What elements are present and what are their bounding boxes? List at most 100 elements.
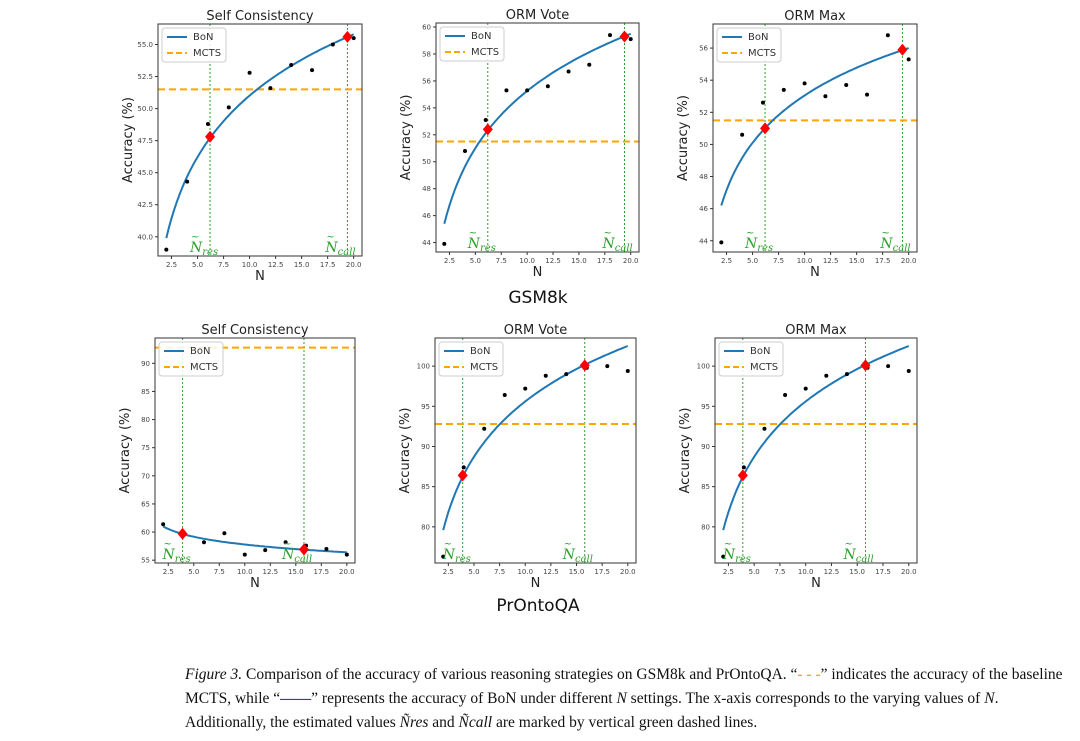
mcts-dash-symbol: - - - [797, 666, 821, 683]
x-tick-label: 20.0 [623, 257, 639, 265]
subscript: res [202, 247, 218, 258]
y-tick-label: 52 [422, 131, 431, 139]
n-res-marker [177, 527, 188, 540]
x-tick-label: 2.5 [163, 568, 174, 576]
data-point [803, 386, 808, 391]
y-tick-label: 85 [701, 483, 710, 491]
x-tick-label: 17.5 [320, 261, 336, 269]
y-tick-label: 54 [699, 77, 708, 85]
tilde: ~ [881, 228, 889, 239]
subscript: call [294, 554, 312, 565]
caption-text: and [428, 714, 459, 731]
y-tick-label: 46 [422, 212, 431, 220]
y-tick-label: 90 [421, 443, 430, 451]
chart-title: Self Consistency [201, 323, 308, 338]
n-res-marker [760, 122, 771, 135]
x-tick-label: 2.5 [723, 568, 734, 576]
data-point [185, 179, 190, 184]
data-point [463, 148, 467, 153]
y-tick-label: 48 [699, 173, 708, 181]
y-tick-label: 85 [141, 388, 150, 396]
y-tick-label: 100 [417, 363, 430, 371]
data-point [310, 68, 315, 73]
data-point [201, 540, 206, 545]
tilde: ~ [469, 228, 477, 239]
data-point [324, 546, 329, 551]
legend-bon-label: BoN [471, 31, 491, 42]
subscript: res [175, 554, 191, 565]
x-tick-label: 5.0 [747, 257, 758, 265]
y-tick-label: 40.0 [137, 233, 153, 241]
x-tick-label: 10.0 [237, 568, 253, 576]
data-point [441, 554, 446, 559]
y-tick-label: 55 [141, 557, 150, 565]
x-tick-label: 15.0 [294, 261, 310, 269]
x-tick-label: 20.0 [346, 261, 362, 269]
n-call-marker [860, 359, 871, 372]
y-tick-label: 48 [422, 185, 431, 193]
caption-text: Comparison of the accuracy of various re… [242, 666, 798, 683]
y-tick-label: 80 [421, 523, 430, 531]
subscript: call [615, 243, 633, 254]
data-point [605, 364, 610, 369]
subscript: res [757, 243, 773, 254]
data-point [906, 57, 911, 62]
chart-title: ORM Vote [504, 323, 568, 338]
subscript: res [480, 243, 496, 254]
x-tick-label: 5.0 [468, 568, 479, 576]
data-point [523, 386, 528, 391]
data-point [525, 88, 530, 93]
axes-frame [157, 23, 363, 257]
x-tick-label: 15.0 [849, 257, 865, 265]
caption-text: ” represents the accuracy of BoN under d… [311, 690, 617, 707]
x-axis-label: N [250, 576, 260, 591]
y-tick-label: 85 [421, 483, 430, 491]
subscript: call [893, 243, 911, 254]
data-point [823, 94, 828, 99]
data-point [906, 368, 911, 373]
row-label-gsm8k: GSM8k [508, 288, 568, 308]
y-tick-label: 50 [422, 158, 431, 166]
x-tick-label: 10.0 [517, 568, 533, 576]
data-point [344, 552, 349, 557]
x-tick-label: 5.0 [188, 568, 199, 576]
data-point [226, 105, 231, 110]
data-point [802, 81, 807, 86]
caption-text: ” indicates the accuracy of the baseline… [185, 666, 1063, 707]
x-tick-label: 10.0 [798, 568, 814, 576]
y-tick-label: 56 [422, 77, 431, 85]
legend: BoN MCTS [161, 27, 227, 63]
legend-bon-label: BoN [748, 32, 768, 43]
x-tick-label: 12.5 [263, 568, 279, 576]
y-axis-label: Accuracy (%) [398, 408, 413, 494]
data-point [608, 33, 612, 38]
y-axis-label: Accuracy (%) [399, 95, 414, 181]
y-tick-label: 80 [701, 523, 710, 531]
data-point [247, 70, 252, 75]
data-point [504, 88, 509, 93]
data-point [483, 117, 488, 122]
n-res-marker [205, 130, 216, 143]
axes-frame [154, 337, 356, 564]
tilde: ~ [326, 232, 334, 243]
x-tick-label: 7.5 [214, 568, 225, 576]
subplot-3: Self Consistency N Accuracy (%) 2.5 5.0 7.5 10… [118, 323, 356, 591]
data-point [719, 240, 724, 245]
x-tick-label: 10.0 [797, 257, 813, 265]
x-tick-label: 5.0 [192, 261, 203, 269]
chart-title: ORM Max [784, 9, 846, 24]
legend-bon-label: BoN [190, 346, 210, 357]
x-tick-label: 20.0 [339, 568, 355, 576]
y-tick-label: 55.0 [137, 41, 153, 49]
legend-mcts-label: MCTS [471, 47, 499, 58]
y-tick-label: 50.0 [137, 105, 153, 113]
x-tick-label: 7.5 [496, 257, 507, 265]
data-point [721, 554, 726, 559]
caption-text: . Additionally, the estimated values [185, 690, 999, 731]
x-tick-label: 2.5 [721, 257, 732, 265]
legend-bon-label: BoN [750, 346, 770, 357]
data-point [566, 69, 571, 74]
n-call-marker [298, 543, 309, 556]
